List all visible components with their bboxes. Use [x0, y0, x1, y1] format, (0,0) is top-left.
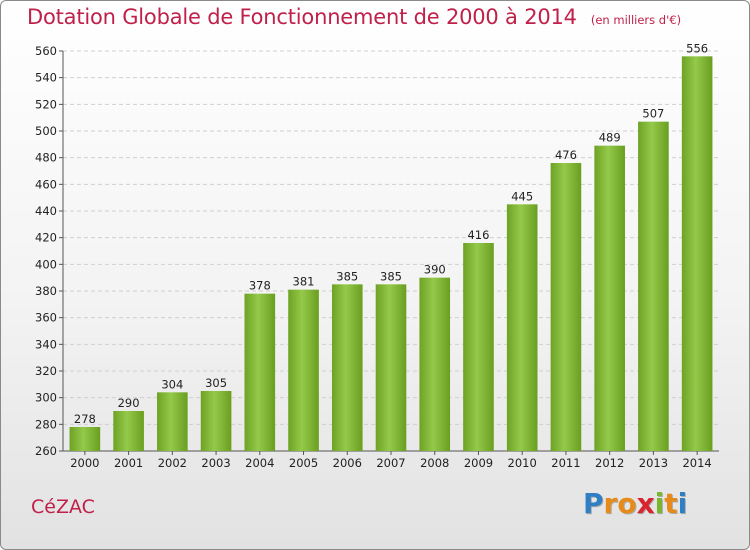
logo-letter: i: [677, 487, 688, 520]
y-tick-label: 500: [35, 124, 57, 138]
x-tick-label-2011: 2011: [551, 456, 580, 470]
x-tick-label-2008: 2008: [420, 456, 449, 470]
x-tick-label-2009: 2009: [464, 456, 493, 470]
labels: 260 280 300 320 340 360 380 400 420 440 460 480 500 5…: [35, 41, 712, 470]
y-tick-label: 460: [35, 177, 57, 191]
x-tick-label-2002: 2002: [158, 456, 187, 470]
bar-2006: [331, 284, 363, 451]
bar-2011: [550, 163, 582, 451]
data-label-2005: 381: [293, 275, 315, 289]
y-tick-label: 420: [35, 231, 57, 245]
y-tick-label: 340: [35, 337, 57, 351]
bar-2013: [638, 121, 669, 452]
y-tick-label: 480: [35, 151, 57, 165]
data-label-2003: 305: [205, 376, 227, 390]
x-tick-label-2012: 2012: [595, 456, 624, 470]
logo-letter: o: [617, 487, 637, 520]
bar-2014: [681, 56, 713, 451]
x-tick-label-2005: 2005: [289, 456, 318, 470]
data-label-2008: 390: [424, 263, 446, 277]
data-label-2011: 476: [555, 148, 577, 162]
bars: [69, 56, 713, 452]
bar-2000: [69, 427, 101, 451]
data-label-2014: 556: [686, 41, 708, 55]
data-label-2004: 378: [249, 279, 271, 293]
x-tick-label-2006: 2006: [333, 456, 362, 470]
logo-letter: t: [664, 487, 678, 520]
title-block: Dotation Globale de Fonctionnement de 20…: [27, 5, 681, 29]
data-label-2001: 290: [118, 396, 140, 410]
y-tick-label: 260: [35, 444, 57, 458]
x-tick-label-2014: 2014: [682, 456, 711, 470]
data-label-2006: 385: [336, 269, 358, 283]
y-tick-label: 560: [35, 44, 57, 58]
chart-subtitle: (en milliers d'€): [590, 13, 682, 27]
bar-2001: [113, 411, 144, 451]
x-tick-label-2004: 2004: [245, 456, 274, 470]
y-tick-label: 440: [35, 204, 57, 218]
proxiti-logo: Proxiti: [583, 487, 687, 520]
x-tick-label-2003: 2003: [201, 456, 230, 470]
data-label-2013: 507: [642, 107, 664, 121]
y-tick-label: 400: [35, 257, 57, 271]
bar-2009: [463, 243, 494, 451]
y-tick-label: 520: [35, 97, 57, 111]
data-label-2012: 489: [599, 131, 621, 145]
y-tick-label: 320: [35, 364, 57, 378]
chart-title: Dotation Globale de Fonctionnement de 20…: [27, 5, 577, 29]
bar-2004: [244, 293, 276, 451]
y-tick-label: 540: [35, 71, 57, 85]
x-tick-label-2000: 2000: [70, 456, 99, 470]
data-label-2009: 416: [467, 228, 489, 242]
data-label-2000: 278: [74, 412, 96, 426]
bar-2012: [594, 145, 625, 451]
data-label-2010: 445: [511, 189, 533, 203]
logo-letter: i: [654, 487, 665, 520]
logo-letter: x: [636, 487, 655, 520]
bar-2003: [200, 391, 232, 451]
x-tick-label-2013: 2013: [639, 456, 668, 470]
data-label-2007: 385: [380, 269, 402, 283]
data-label-2002: 304: [161, 377, 183, 391]
y-tick-label: 360: [35, 311, 57, 325]
bar-2010: [506, 204, 538, 451]
bar-2005: [288, 289, 319, 451]
y-tick-label: 300: [35, 391, 57, 405]
bar-2002: [157, 392, 188, 451]
y-tick-label: 380: [35, 284, 57, 298]
commune-name: CéZAC: [31, 496, 95, 518]
logo-letter: P: [583, 487, 604, 520]
bar-2008: [419, 277, 451, 451]
x-tick-label-2001: 2001: [114, 456, 143, 470]
x-tick-label-2007: 2007: [376, 456, 405, 470]
x-tick-label-2010: 2010: [508, 456, 537, 470]
logo-letter: r: [603, 487, 618, 520]
y-tick-label: 280: [35, 417, 57, 431]
bar-2007: [375, 284, 407, 451]
